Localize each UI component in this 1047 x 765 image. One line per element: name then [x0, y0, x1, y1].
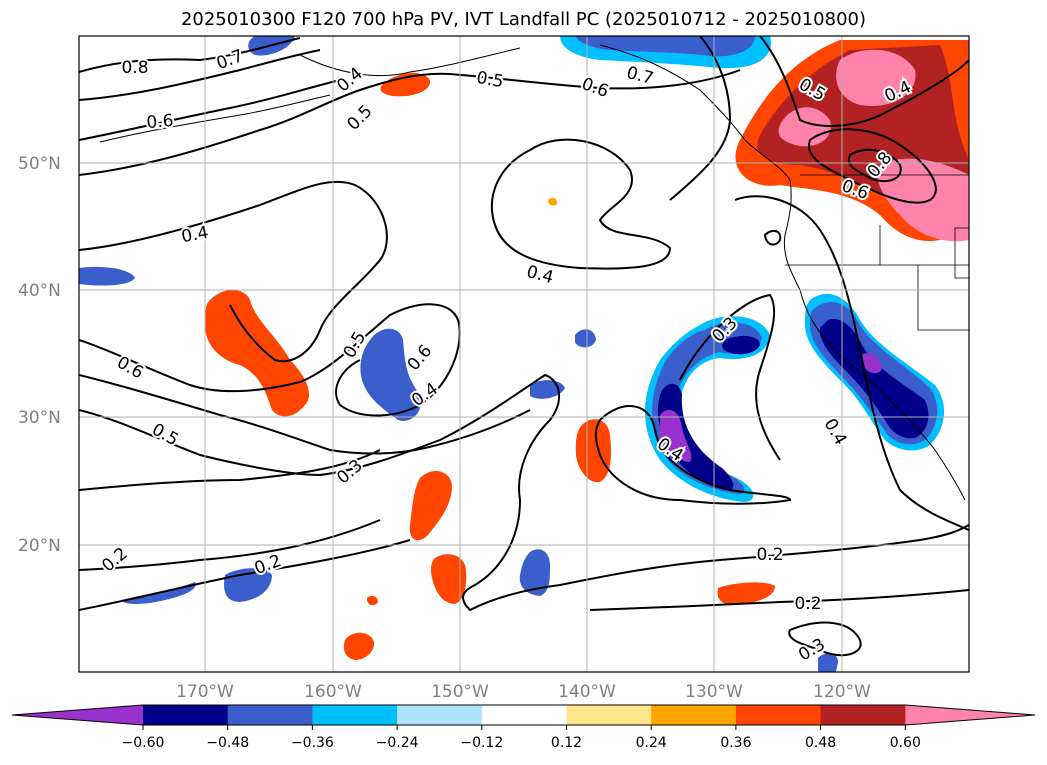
- fill-blue-center: [360, 328, 422, 421]
- fill-orange-small1: [380, 72, 431, 97]
- lon-label-170w: 170°W: [176, 682, 234, 702]
- pv-anomaly-fills: [79, 36, 969, 672]
- fill-orange-128: [717, 582, 775, 605]
- contour-label: 0.6: [146, 111, 175, 133]
- colorbar-segment: [143, 705, 229, 725]
- fill-orange-150: [431, 554, 467, 604]
- fill-purple-coast: [862, 353, 882, 374]
- colorbar-tick-label: 0.60: [890, 735, 921, 751]
- colorbar-tick-label: −0.24: [376, 735, 419, 751]
- lon-label-130w: 130°W: [685, 682, 743, 702]
- fill-ne-pink3: [877, 158, 969, 242]
- colorbar-extend-right: [905, 705, 1035, 725]
- pv-contours: [79, 36, 969, 657]
- lat-label-40n: 40°N: [18, 281, 61, 301]
- colorbar-segment: [312, 705, 398, 725]
- fill-blue-143: [519, 549, 550, 596]
- lon-label-140w: 140°W: [558, 682, 616, 702]
- fill-orange-small2: [548, 197, 558, 206]
- colorbar-tick-label: 0.48: [805, 735, 836, 751]
- lon-label-150w: 150°W: [431, 682, 489, 702]
- colorbar: −0.60 −0.48 −0.36 −0.24 −0.12 0.12 0.24 0.36 0.4…: [11, 704, 1036, 751]
- colorbar-tick-label: −0.36: [291, 735, 334, 751]
- lon-label-160w: 160°W: [304, 682, 362, 702]
- colorbar-tick-label: 0.12: [551, 735, 582, 751]
- map-title: 2025010300 F120 700 hPa PV, IVT Landfall…: [180, 9, 867, 30]
- lon-label-120w: 120°W: [813, 682, 871, 702]
- fill-ne-pink2: [778, 107, 831, 147]
- colorbar-segment: [227, 705, 313, 725]
- colorbar-tick-label: −0.12: [460, 735, 503, 751]
- colorbar-tick-label: −0.60: [122, 735, 165, 751]
- colorbar-segment: [566, 705, 652, 725]
- fill-blue-small1: [575, 329, 596, 348]
- contour-label: 0.8: [121, 58, 148, 78]
- fill-ne-pink: [836, 49, 916, 106]
- colorbar-segment: [651, 705, 737, 725]
- map-plot-area: 0.8 0.70.6 0.50.6 0.70.50.40.40.40.5 0.60.40…: [79, 36, 969, 672]
- colorbar-tick-label: 0.24: [636, 735, 667, 751]
- fill-blue-small3: [818, 653, 838, 672]
- lat-label-50n: 50°N: [18, 154, 61, 174]
- colorbar-tick-label: −0.48: [206, 735, 249, 751]
- latitude-labels: 50°N 40°N 30°N 20°N: [18, 154, 61, 556]
- fill-left-blue: [79, 266, 135, 286]
- fill-purple-crescent: [660, 409, 692, 462]
- map-frame: [78, 35, 970, 673]
- colorbar-segment: [397, 705, 483, 725]
- fill-orange-152: [409, 470, 452, 541]
- graticule: [79, 36, 969, 672]
- fill-orange-small3: [367, 595, 378, 606]
- lat-label-30n: 30°N: [18, 408, 61, 428]
- colorbar-extend-left: [12, 705, 143, 725]
- longitude-labels: 170°W 160°W 150°W 140°W 130°W 120°W: [176, 682, 871, 702]
- fill-orange-161: [343, 632, 375, 660]
- colorbar-segment: [820, 705, 906, 725]
- contour-label: 0.2: [794, 594, 821, 614]
- fill-navy-crescent: [722, 335, 760, 355]
- fill-orange-139: [575, 419, 611, 483]
- fill-navy-crescent2: [657, 383, 734, 491]
- lat-label-20n: 20°N: [18, 536, 61, 556]
- fill-navy-coast: [819, 319, 929, 439]
- contour-label: 0.2: [756, 545, 783, 565]
- colorbar-segment: [735, 705, 822, 725]
- fill-orange-west: [205, 289, 310, 417]
- colorbar-tick-label: 0.36: [720, 735, 751, 751]
- colorbar-segment: [481, 705, 567, 725]
